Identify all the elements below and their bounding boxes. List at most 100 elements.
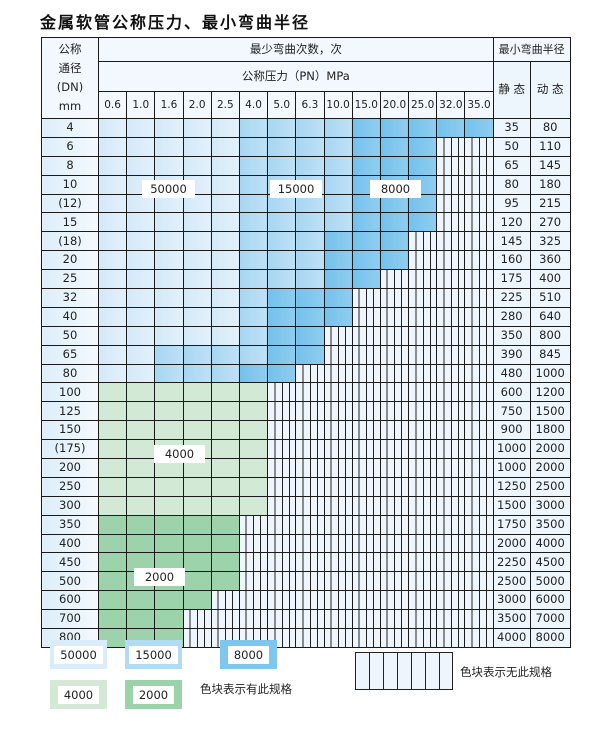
spec-cell (238, 193, 269, 214)
spec-cell (210, 306, 240, 327)
no-spec-cell (436, 136, 466, 157)
radius-header: 最小弯曲半径 (492, 37, 571, 62)
no-spec-cell (379, 514, 410, 535)
spec-cell (379, 250, 410, 271)
no-spec-cell (267, 439, 297, 460)
spec-cell (97, 590, 128, 611)
no-spec-cell (464, 174, 494, 195)
cycles-header: 最少弯曲次数，次 (98, 37, 494, 62)
spec-cell (182, 269, 212, 290)
no-spec-cell (379, 288, 410, 308)
no-spec-cell (436, 174, 466, 195)
spec-cell (154, 288, 184, 308)
no-spec-cell (436, 382, 466, 403)
no-spec-cell (436, 193, 466, 214)
dynamic-radius-cell: 2000 (529, 458, 571, 478)
no-spec-cell (267, 420, 297, 441)
table-row: (175) 1000 2000 (41, 439, 571, 460)
no-spec-cell (238, 609, 269, 630)
static-radius-cell: 95 (492, 193, 531, 214)
spec-cell (295, 250, 325, 271)
dn-cell: 6 (41, 136, 99, 157)
no-spec-cell (267, 401, 297, 422)
spec-cell (182, 363, 212, 384)
pressure-col-header: 15.0 (351, 91, 381, 119)
static-radius-cell: 35 (492, 118, 531, 138)
spec-cell (267, 288, 297, 308)
static-radius-cell: 600 (492, 382, 531, 403)
spec-cell (126, 533, 156, 554)
spec-cell (154, 458, 184, 478)
spec-cell (351, 155, 381, 176)
spec-cell (323, 231, 353, 252)
spec-cell (97, 193, 128, 214)
dn-header-line: 通径 (58, 61, 82, 75)
spec-cell (182, 118, 212, 138)
dynamic-radius-cell: 2000 (529, 439, 571, 460)
spec-cell (97, 231, 128, 252)
dn-cell: 80 (41, 363, 99, 384)
no-spec-cell (436, 344, 466, 365)
spec-cell (126, 458, 156, 478)
pressure-col-header: 2.0 (182, 91, 212, 119)
pressure-col-header: 25.0 (408, 91, 438, 119)
table-row: 700 3500 7000 (41, 609, 571, 630)
spec-cell (323, 250, 353, 271)
static-radius-cell: 3000 (492, 590, 531, 611)
dynamic-radius-cell: 215 (529, 193, 571, 214)
static-radius-cell: 225 (492, 288, 531, 308)
spec-cell (97, 552, 128, 573)
no-spec-cell (408, 495, 438, 516)
spec-cell (182, 155, 212, 176)
table-row: (18) 145 325 (41, 231, 571, 252)
dynamic-radius-cell: 510 (529, 288, 571, 308)
spec-cell (154, 306, 184, 327)
spec-cell (154, 609, 184, 630)
no-spec-cell (323, 458, 353, 478)
no-spec-cell (267, 590, 297, 611)
dn-cell: 300 (41, 495, 99, 516)
no-spec-cell (295, 420, 325, 441)
spec-cell (154, 495, 184, 516)
static-radius-cell: 350 (492, 325, 531, 346)
spec-cell (126, 476, 156, 497)
no-spec-cell (351, 288, 381, 308)
legend-50000: 50000 (50, 640, 107, 669)
spec-cell (97, 439, 128, 460)
spec-cell (182, 382, 212, 403)
spec-cell (97, 533, 128, 554)
legend-no-spec-swatch (355, 652, 453, 690)
dn-cell: 200 (41, 458, 99, 478)
no-spec-cell (295, 552, 325, 573)
no-spec-cell (295, 571, 325, 592)
spec-cell (323, 269, 353, 290)
spec-cell (154, 118, 184, 138)
spec-cell (126, 514, 156, 535)
no-spec-cell (351, 306, 381, 327)
no-spec-cell (464, 193, 494, 214)
spec-cell (154, 325, 184, 346)
spec-cell (182, 212, 212, 233)
no-spec-cell (436, 571, 466, 592)
spec-cell (351, 136, 381, 157)
no-spec-cell (379, 363, 410, 384)
no-spec-cell (323, 344, 353, 365)
no-spec-cell (408, 325, 438, 346)
spec-cell (182, 250, 212, 271)
no-spec-cell (295, 363, 325, 384)
static-header: 静 态 (492, 61, 531, 119)
spec-cell (295, 212, 325, 233)
table-row: 20 160 360 (41, 250, 571, 271)
spec-cell (267, 269, 297, 290)
no-spec-cell (408, 552, 438, 573)
spec-cell (323, 288, 353, 308)
no-spec-cell (379, 439, 410, 460)
spec-cell (154, 552, 184, 573)
spec-cell (323, 306, 353, 327)
no-spec-cell (464, 250, 494, 271)
no-spec-cell (464, 439, 494, 460)
spec-cell (182, 325, 212, 346)
dynamic-radius-cell: 7000 (529, 609, 571, 630)
spec-cell (182, 476, 212, 497)
no-spec-cell (323, 325, 353, 346)
